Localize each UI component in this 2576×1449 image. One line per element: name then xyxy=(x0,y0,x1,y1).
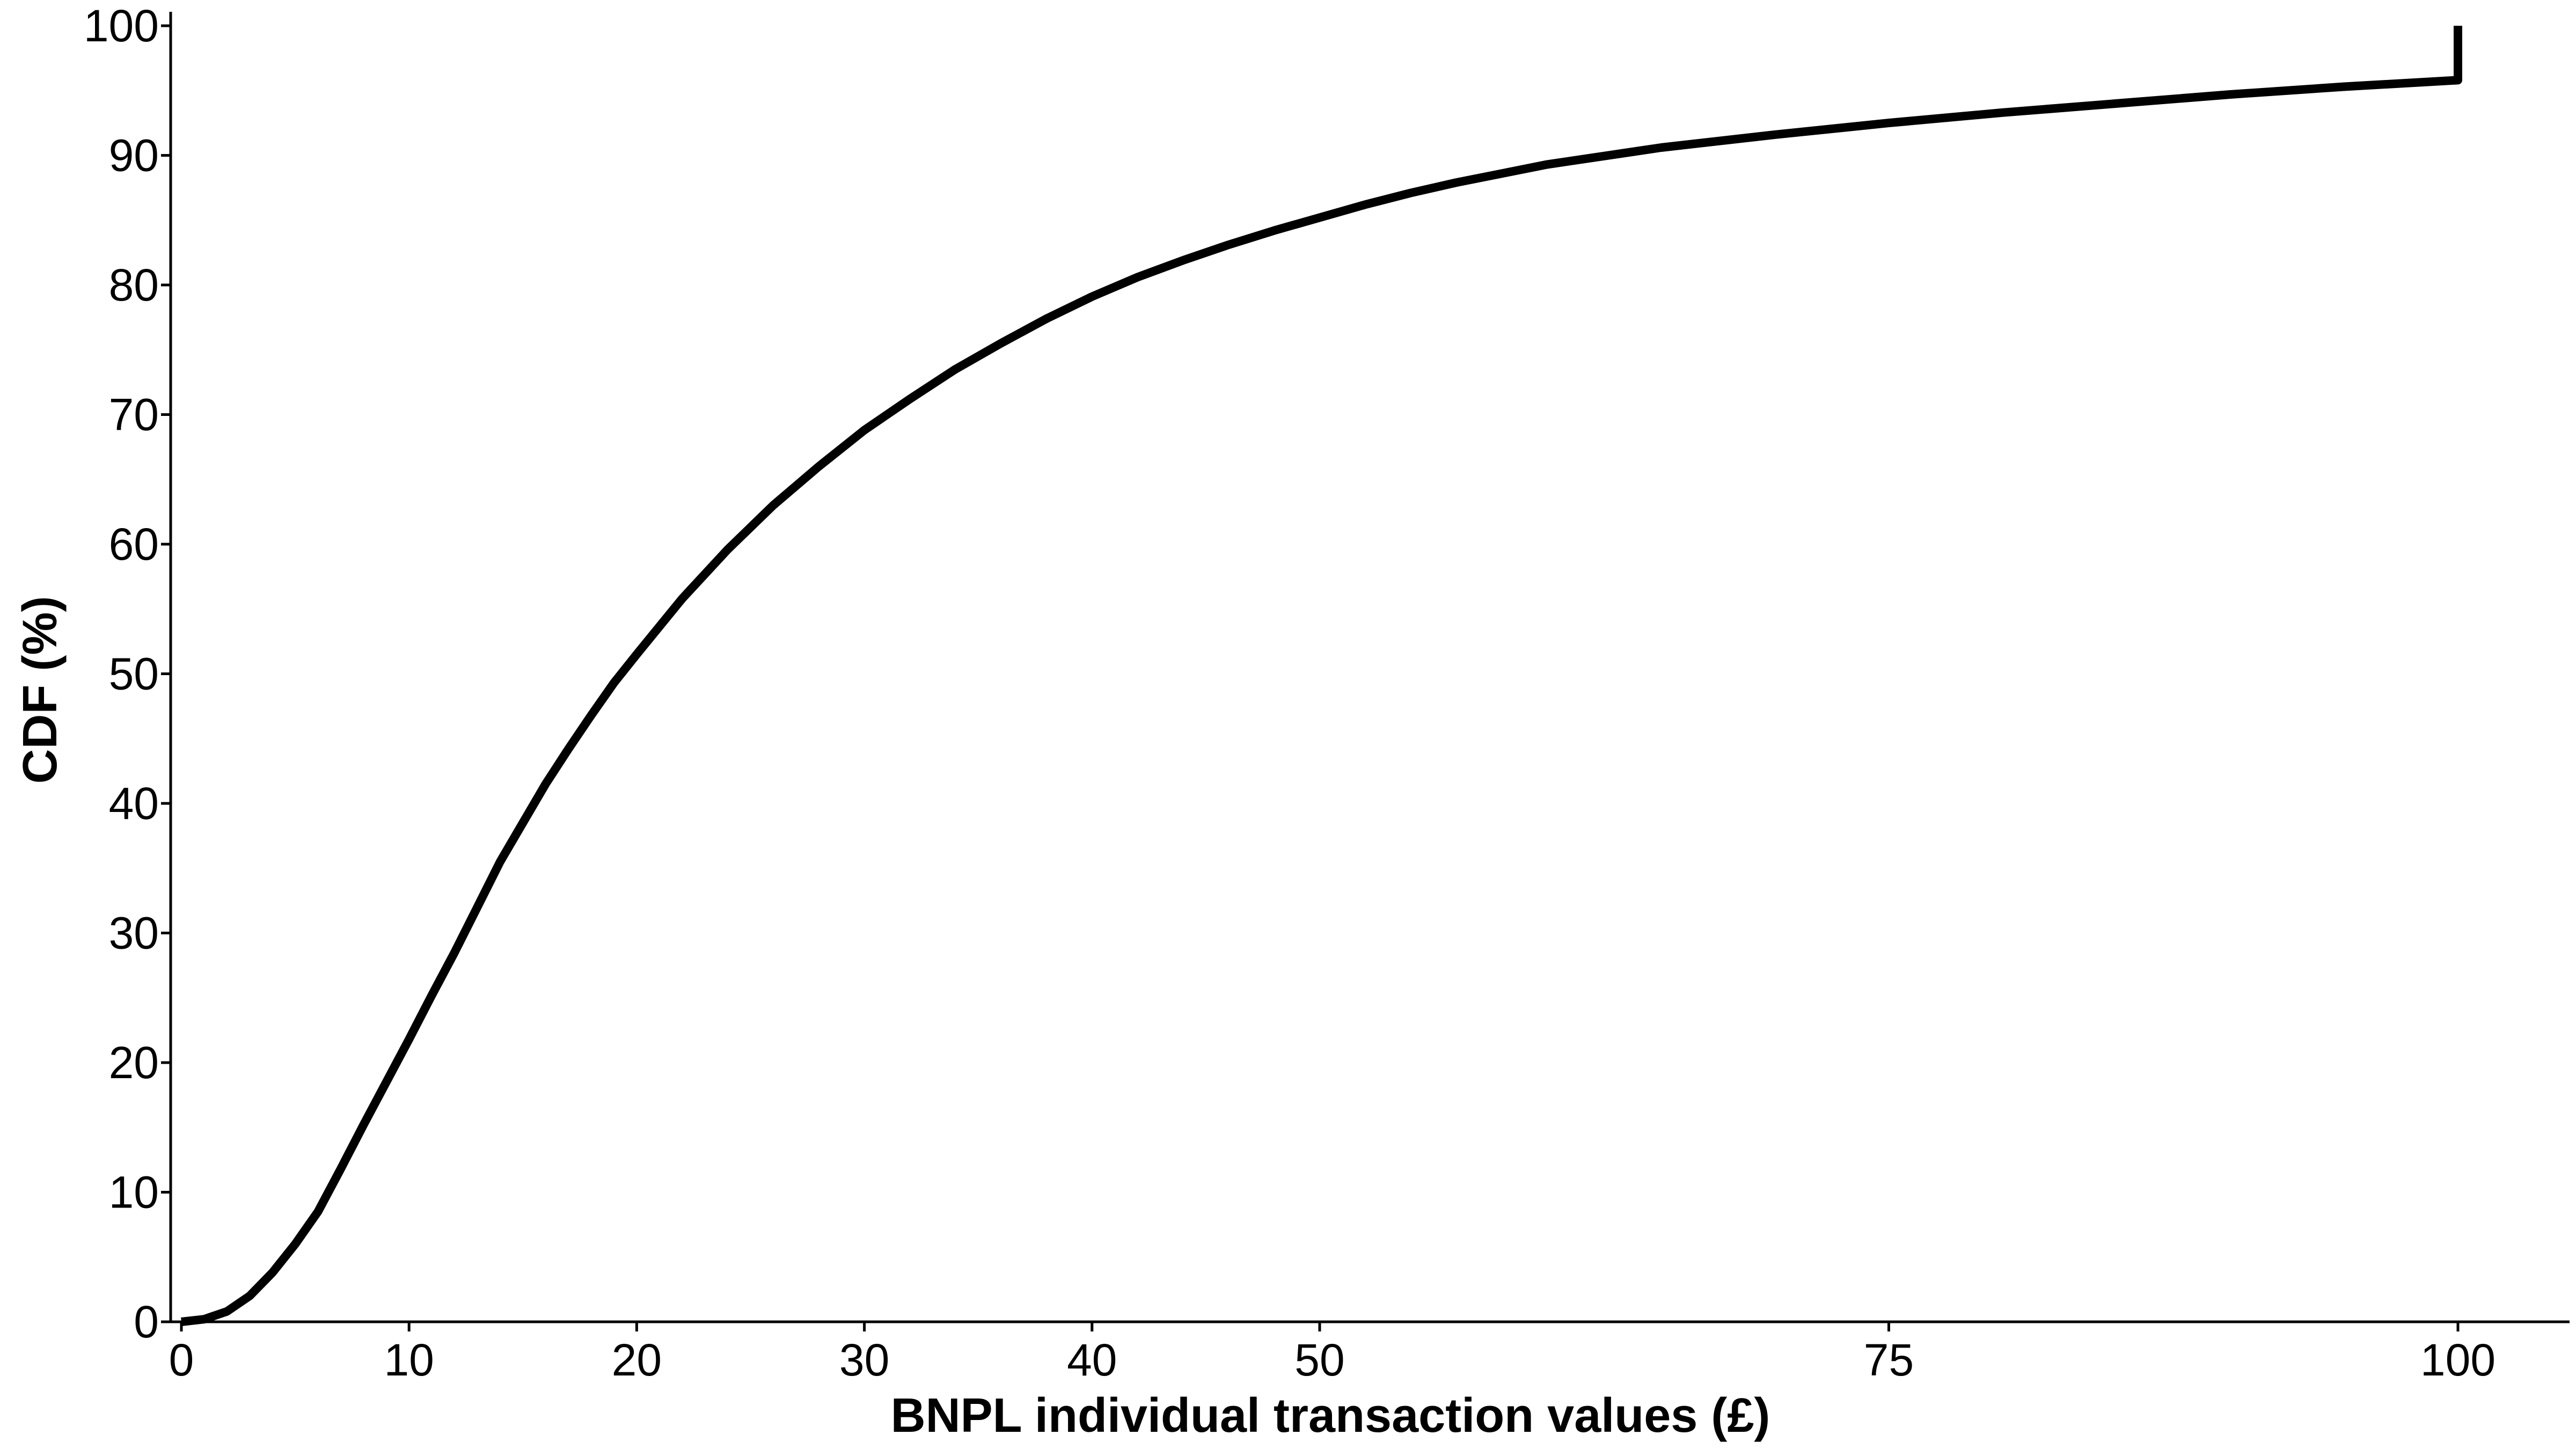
y-tick-label: 70 xyxy=(109,390,159,440)
series xyxy=(181,26,2462,1326)
y-tick-label: 40 xyxy=(109,778,159,829)
axes xyxy=(169,12,2570,1323)
y-tick-label: 60 xyxy=(109,519,159,569)
axis-titles: BNPL individual transaction values (£) C… xyxy=(13,596,1770,1443)
y-tick-label: 10 xyxy=(109,1167,159,1218)
y-tick-label: 20 xyxy=(109,1037,159,1088)
y-tick-label: 90 xyxy=(109,130,159,181)
x-axis-title: BNPL individual transaction values (£) xyxy=(891,1389,1770,1443)
x-tick-label: 100 xyxy=(2420,1335,2496,1385)
x-tick-label: 0 xyxy=(169,1335,194,1385)
y-tick-label: 0 xyxy=(134,1297,159,1347)
x-tick-label: 50 xyxy=(1294,1335,1344,1385)
y-tick-label: 100 xyxy=(84,1,159,51)
y-axis-title: CDF (%) xyxy=(13,596,67,784)
y-tick-label: 50 xyxy=(109,649,159,699)
y-tick-label: 80 xyxy=(109,260,159,310)
x-tick-label: 40 xyxy=(1067,1335,1117,1385)
y-tick-label: 30 xyxy=(109,908,159,958)
cdf-line xyxy=(181,26,2462,1326)
ticks: 0 10 20 30 40 50 60 70 80 90 100 0 10 20 30 40 50 75 100 xyxy=(84,1,2496,1385)
x-tick-label: 10 xyxy=(384,1335,434,1385)
x-tick-label: 20 xyxy=(612,1335,662,1385)
x-tick-label: 30 xyxy=(839,1335,889,1385)
x-tick-label: 75 xyxy=(1864,1335,1914,1385)
